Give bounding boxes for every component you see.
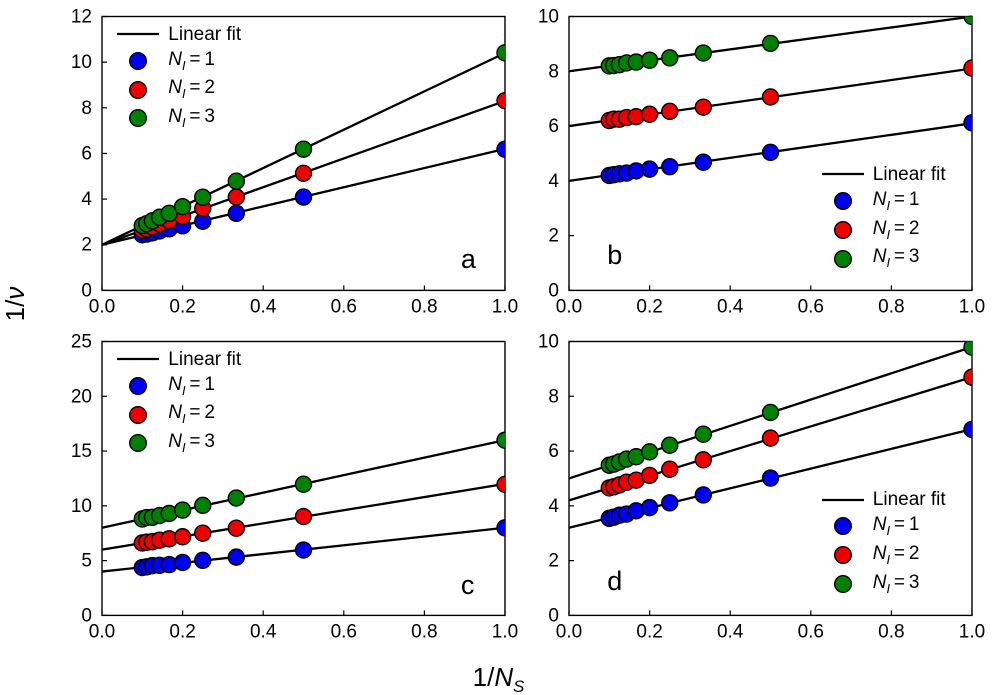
svg-text:0.0: 0.0 <box>556 296 582 317</box>
svg-text:0.4: 0.4 <box>717 296 743 317</box>
svg-text:2: 2 <box>549 551 560 572</box>
svg-text:0.2: 0.2 <box>637 622 663 643</box>
svg-text:4: 4 <box>549 171 560 192</box>
svg-text:0.6: 0.6 <box>330 296 356 317</box>
svg-text:2: 2 <box>81 235 92 256</box>
svg-text:0.4: 0.4 <box>250 622 276 643</box>
svg-text:6: 6 <box>549 116 560 137</box>
svg-text:0.8: 0.8 <box>411 622 437 643</box>
svg-text:20: 20 <box>71 386 92 407</box>
svg-text:8: 8 <box>549 386 560 407</box>
svg-text:6: 6 <box>81 143 92 164</box>
svg-text:10: 10 <box>71 496 92 517</box>
svg-text:0.4: 0.4 <box>717 622 743 643</box>
svg-text:8: 8 <box>549 61 560 82</box>
svg-text:0.8: 0.8 <box>878 622 904 643</box>
svg-text:0.6: 0.6 <box>798 622 824 643</box>
svg-text:0.8: 0.8 <box>411 296 437 317</box>
svg-text:0.2: 0.2 <box>637 296 663 317</box>
svg-text:10: 10 <box>71 52 92 73</box>
svg-text:10: 10 <box>538 6 559 27</box>
svg-text:0.8: 0.8 <box>878 296 904 317</box>
svg-text:2: 2 <box>549 226 560 247</box>
svg-text:15: 15 <box>71 441 92 462</box>
svg-text:0.6: 0.6 <box>330 622 356 643</box>
svg-text:12: 12 <box>71 6 92 27</box>
svg-text:6: 6 <box>549 441 560 462</box>
svg-text:25: 25 <box>71 332 92 353</box>
svg-text:0.4: 0.4 <box>250 296 276 317</box>
svg-text:4: 4 <box>549 496 560 517</box>
svg-text:4: 4 <box>81 189 92 210</box>
svg-text:0.0: 0.0 <box>556 622 582 643</box>
svg-text:0.2: 0.2 <box>169 296 195 317</box>
svg-text:0.6: 0.6 <box>798 296 824 317</box>
svg-text:5: 5 <box>81 551 92 572</box>
svg-text:10: 10 <box>538 332 559 353</box>
svg-text:1.0: 1.0 <box>959 622 985 643</box>
svg-text:0.2: 0.2 <box>169 622 195 643</box>
svg-text:0.0: 0.0 <box>89 296 115 317</box>
svg-text:8: 8 <box>81 98 92 119</box>
svg-text:1.0: 1.0 <box>959 296 985 317</box>
svg-text:0.0: 0.0 <box>89 622 115 643</box>
